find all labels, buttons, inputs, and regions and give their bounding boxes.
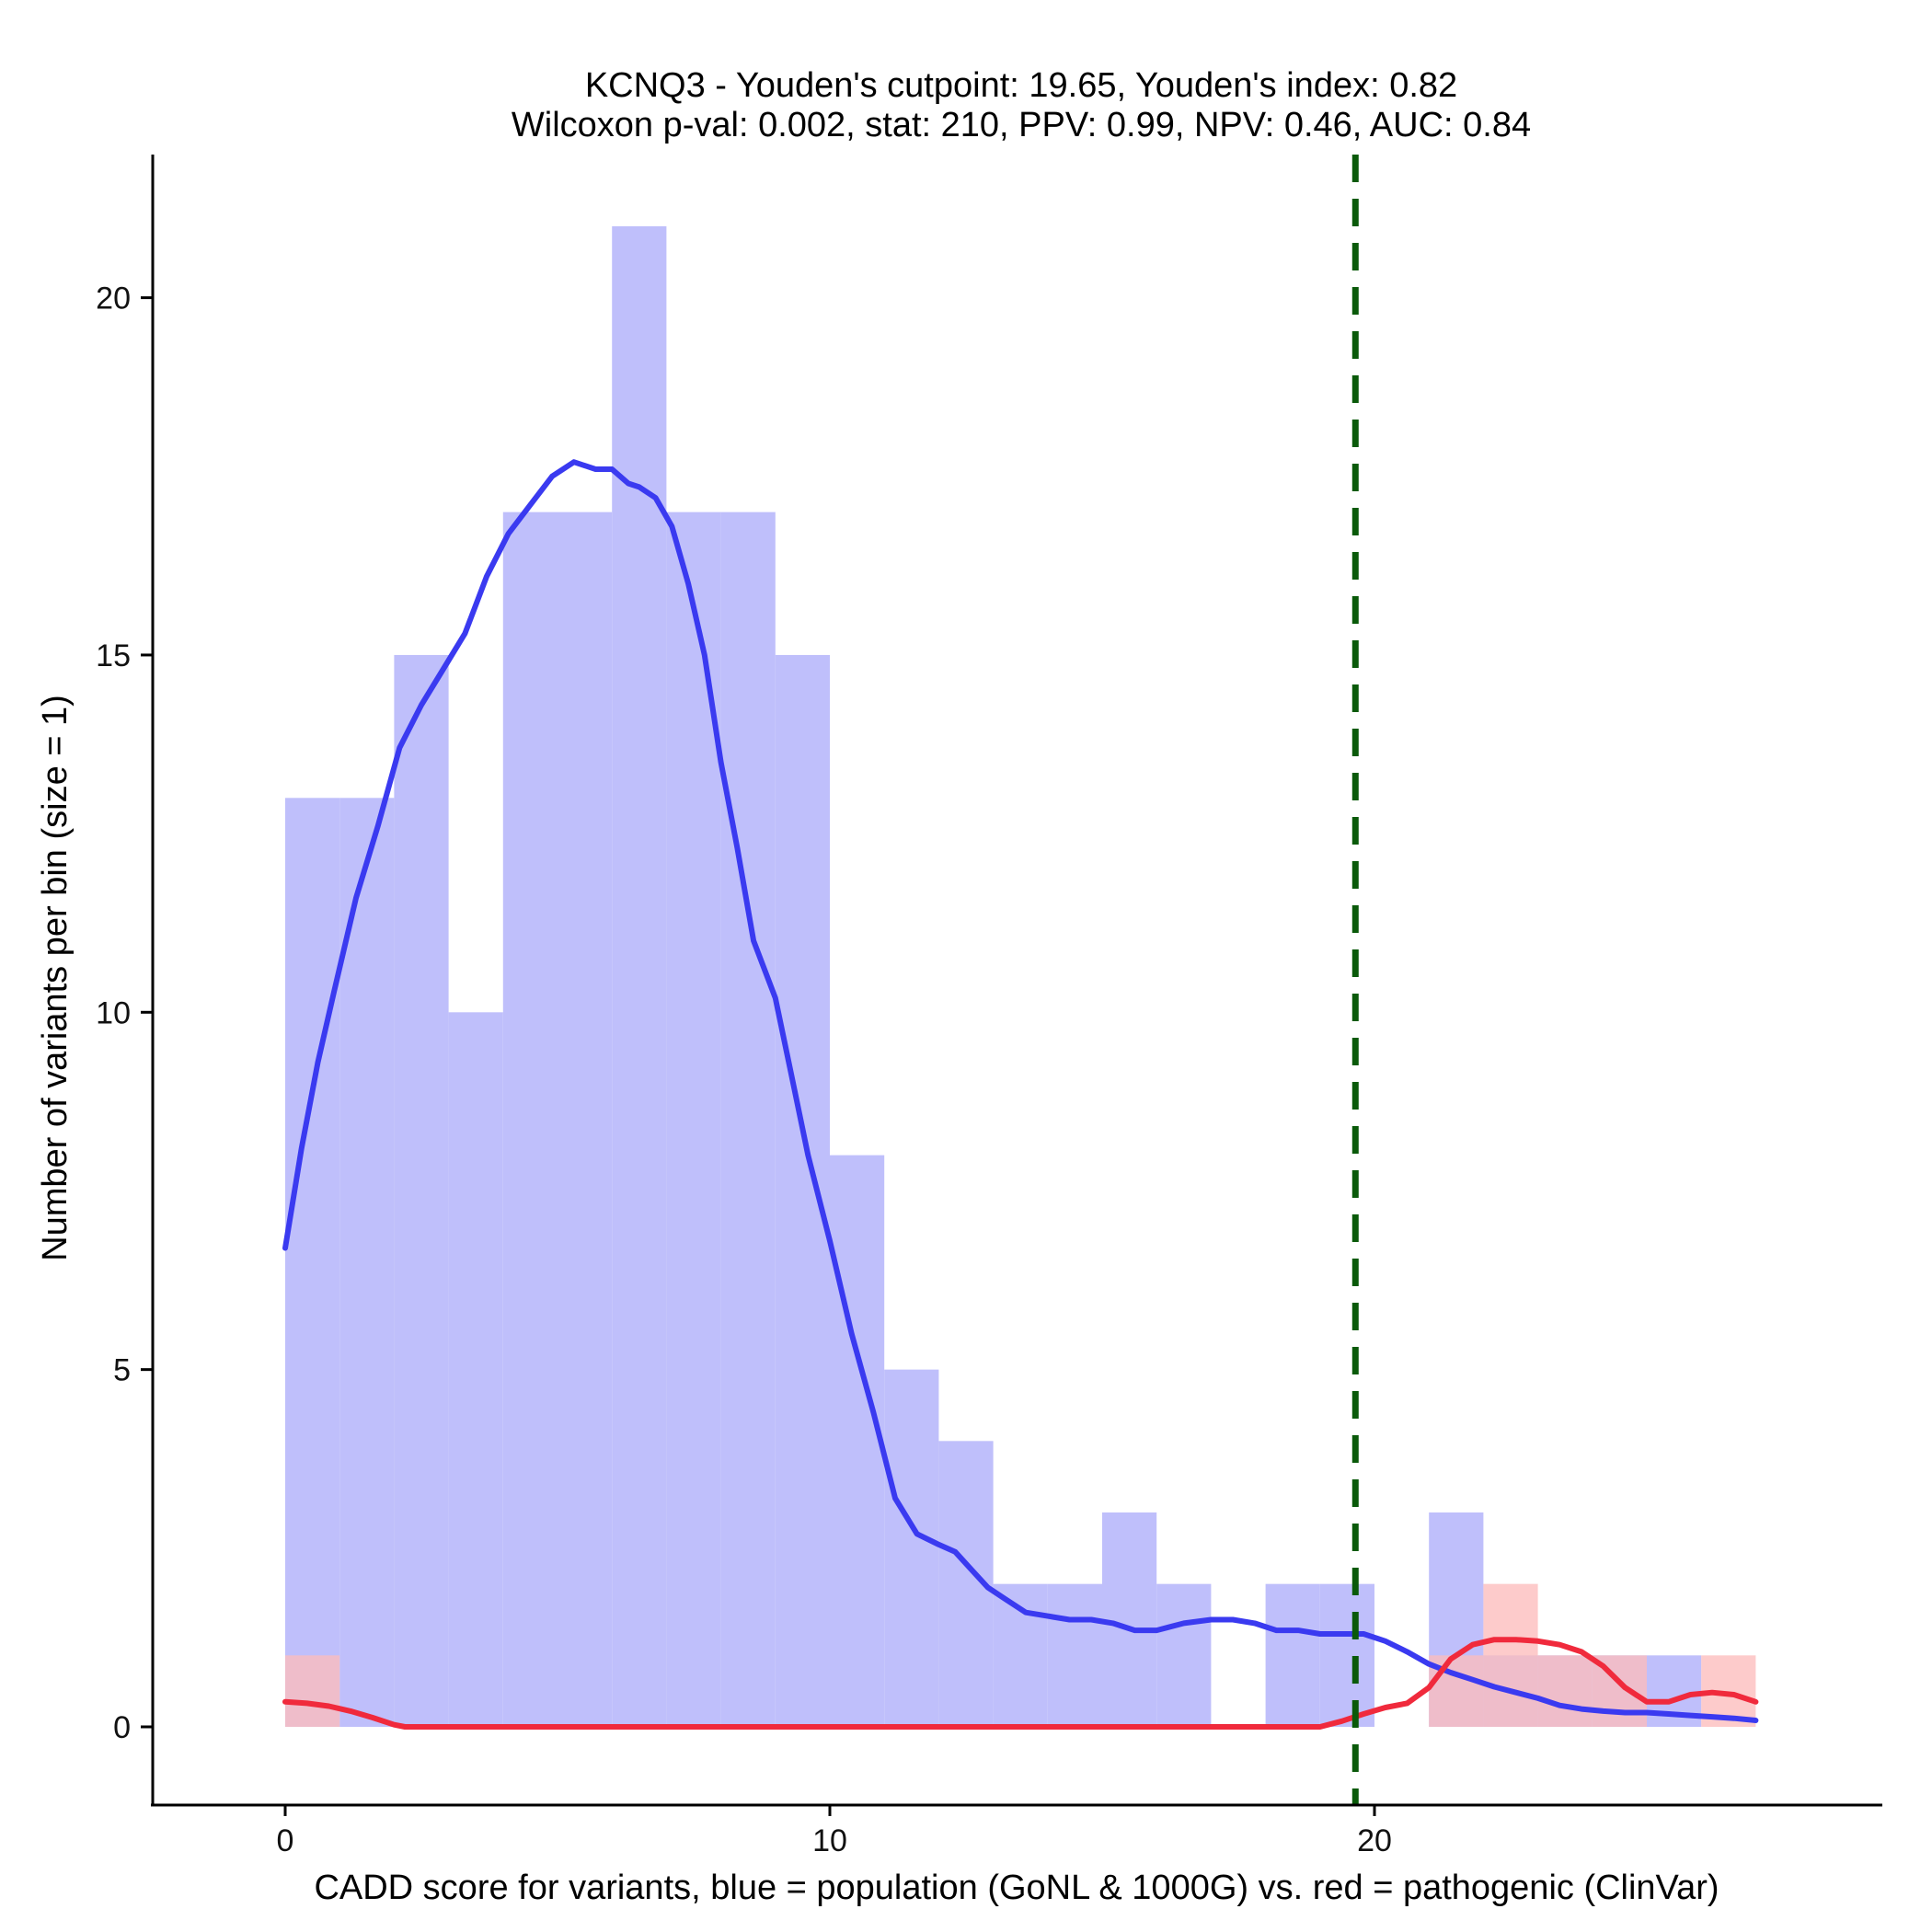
population-bar (720, 512, 776, 1727)
y-axis-ticks: 0 5 10 15 20 (96, 282, 153, 1745)
x-axis-ticks: 0 10 20 (277, 1805, 1392, 1858)
pathogenic-density-curve (282, 1637, 1759, 1730)
pathogenic-bar (1483, 1583, 1538, 1727)
chart-subtitle: Wilcoxon p-val: 0.002, stat: 210, PPV: 0… (512, 106, 1531, 144)
pathogenic-bar (285, 1655, 340, 1727)
population-bar (1265, 1583, 1320, 1727)
pathogenic-bar (1537, 1655, 1593, 1727)
population-bar (448, 1012, 503, 1727)
y-tick-label: 5 (113, 1353, 131, 1388)
y-tick-label: 20 (96, 282, 131, 316)
population-bar (558, 512, 613, 1727)
population-bar (285, 798, 340, 1727)
y-tick-label: 10 (96, 995, 131, 1030)
population-bar (502, 512, 558, 1727)
population-bar (612, 225, 667, 1728)
x-tick-label: 10 (812, 1823, 847, 1858)
population-bar (1047, 1583, 1102, 1727)
population-bar (1102, 1512, 1157, 1727)
population-bar (339, 798, 395, 1727)
x-tick-label: 0 (277, 1823, 294, 1858)
y-tick-label: 15 (96, 638, 131, 673)
population-bar (884, 1369, 939, 1727)
population-bar (1156, 1583, 1212, 1727)
x-axis-label: CADD score for variants, blue = populati… (314, 1869, 1719, 1907)
population-bar (1319, 1583, 1374, 1727)
population-bars (285, 225, 1702, 1728)
y-axis-label: Number of variants per bin (size = 1) (36, 695, 75, 1261)
density-curves (282, 459, 1759, 1730)
chart-title: KCNQ3 - Youden's cutpoint: 19.65, Youden… (585, 66, 1457, 105)
population-bar (394, 654, 449, 1728)
y-tick-label: 0 (113, 1710, 131, 1745)
x-tick-label: 20 (1357, 1823, 1392, 1858)
population-bar (830, 1155, 885, 1727)
population-bar (775, 654, 830, 1728)
population-bar (993, 1583, 1048, 1727)
pathogenic-bars (285, 1583, 1756, 1727)
population-density-curve (282, 459, 1759, 1723)
